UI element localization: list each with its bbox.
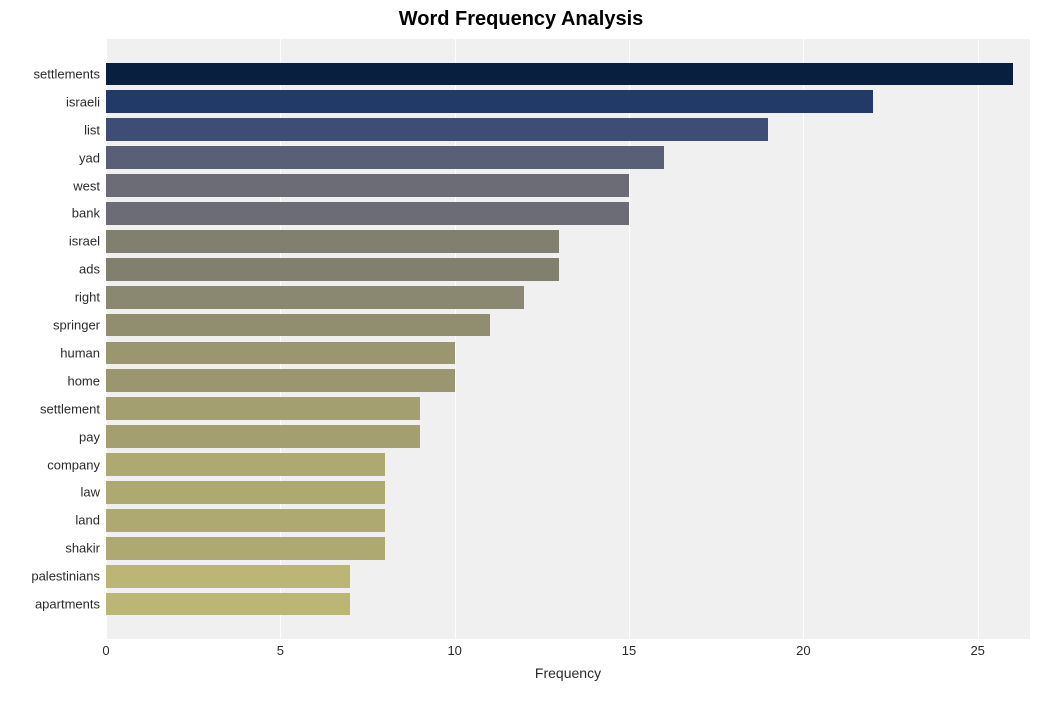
- bar: [106, 565, 350, 588]
- bar: [106, 481, 385, 504]
- bar: [106, 342, 455, 365]
- plot-area: [106, 39, 1030, 639]
- x-tick-label: 0: [102, 643, 109, 658]
- bar: [106, 593, 350, 616]
- bar: [106, 63, 1013, 86]
- bar: [106, 258, 559, 281]
- y-tick-label: list: [84, 122, 100, 137]
- bar: [106, 146, 664, 169]
- x-axis: 0510152025: [106, 643, 1030, 665]
- y-tick-label: pay: [79, 429, 100, 444]
- y-tick-label: west: [73, 178, 100, 193]
- y-tick-label: settlements: [34, 66, 100, 81]
- bar: [106, 174, 629, 197]
- bar: [106, 286, 524, 309]
- y-tick-label: shakir: [65, 541, 100, 556]
- y-tick-label: yad: [79, 150, 100, 165]
- x-axis-label: Frequency: [106, 665, 1030, 681]
- word-frequency-chart: Word Frequency Analysis settlements israe…: [0, 0, 1042, 701]
- bar: [106, 397, 420, 420]
- y-tick-label: land: [75, 513, 100, 528]
- y-axis: settlements israeli list yad west bank israel a…: [12, 39, 106, 639]
- y-tick-label: home: [67, 373, 100, 388]
- bar: [106, 314, 490, 337]
- x-title-row: Frequency: [12, 665, 1030, 681]
- bar: [106, 202, 629, 225]
- y-tick-label: settlement: [40, 401, 100, 416]
- bar: [106, 230, 559, 253]
- y-tick-label: human: [60, 345, 100, 360]
- y-tick-label: bank: [72, 206, 100, 221]
- y-tick-label: apartments: [35, 597, 100, 612]
- bar: [106, 118, 768, 141]
- bar: [106, 90, 873, 113]
- y-tick-label: israeli: [66, 94, 100, 109]
- y-tick-label: law: [80, 485, 100, 500]
- bar: [106, 509, 385, 532]
- y-tick-label: ads: [79, 262, 100, 277]
- x-tick-label: 20: [796, 643, 810, 658]
- y-tick-label: springer: [53, 318, 100, 333]
- y-tick-label: palestinians: [31, 569, 100, 584]
- x-tick-label: 5: [277, 643, 284, 658]
- bar: [106, 425, 420, 448]
- plot-row: settlements israeli list yad west bank israel a…: [12, 39, 1030, 639]
- y-tick-label: right: [75, 290, 100, 305]
- bar: [106, 453, 385, 476]
- bar: [106, 537, 385, 560]
- y-tick-label: company: [47, 457, 100, 472]
- x-tick-label: 15: [622, 643, 636, 658]
- x-axis-row: 0 5 10 15 20 25: [12, 643, 1030, 665]
- y-tick-label: israel: [69, 234, 100, 249]
- gridline: [803, 39, 804, 639]
- x-tick-label: 25: [970, 643, 984, 658]
- x-tick-label: 10: [447, 643, 461, 658]
- chart-title: Word Frequency Analysis: [12, 8, 1030, 31]
- gridline: [978, 39, 979, 639]
- bar: [106, 369, 455, 392]
